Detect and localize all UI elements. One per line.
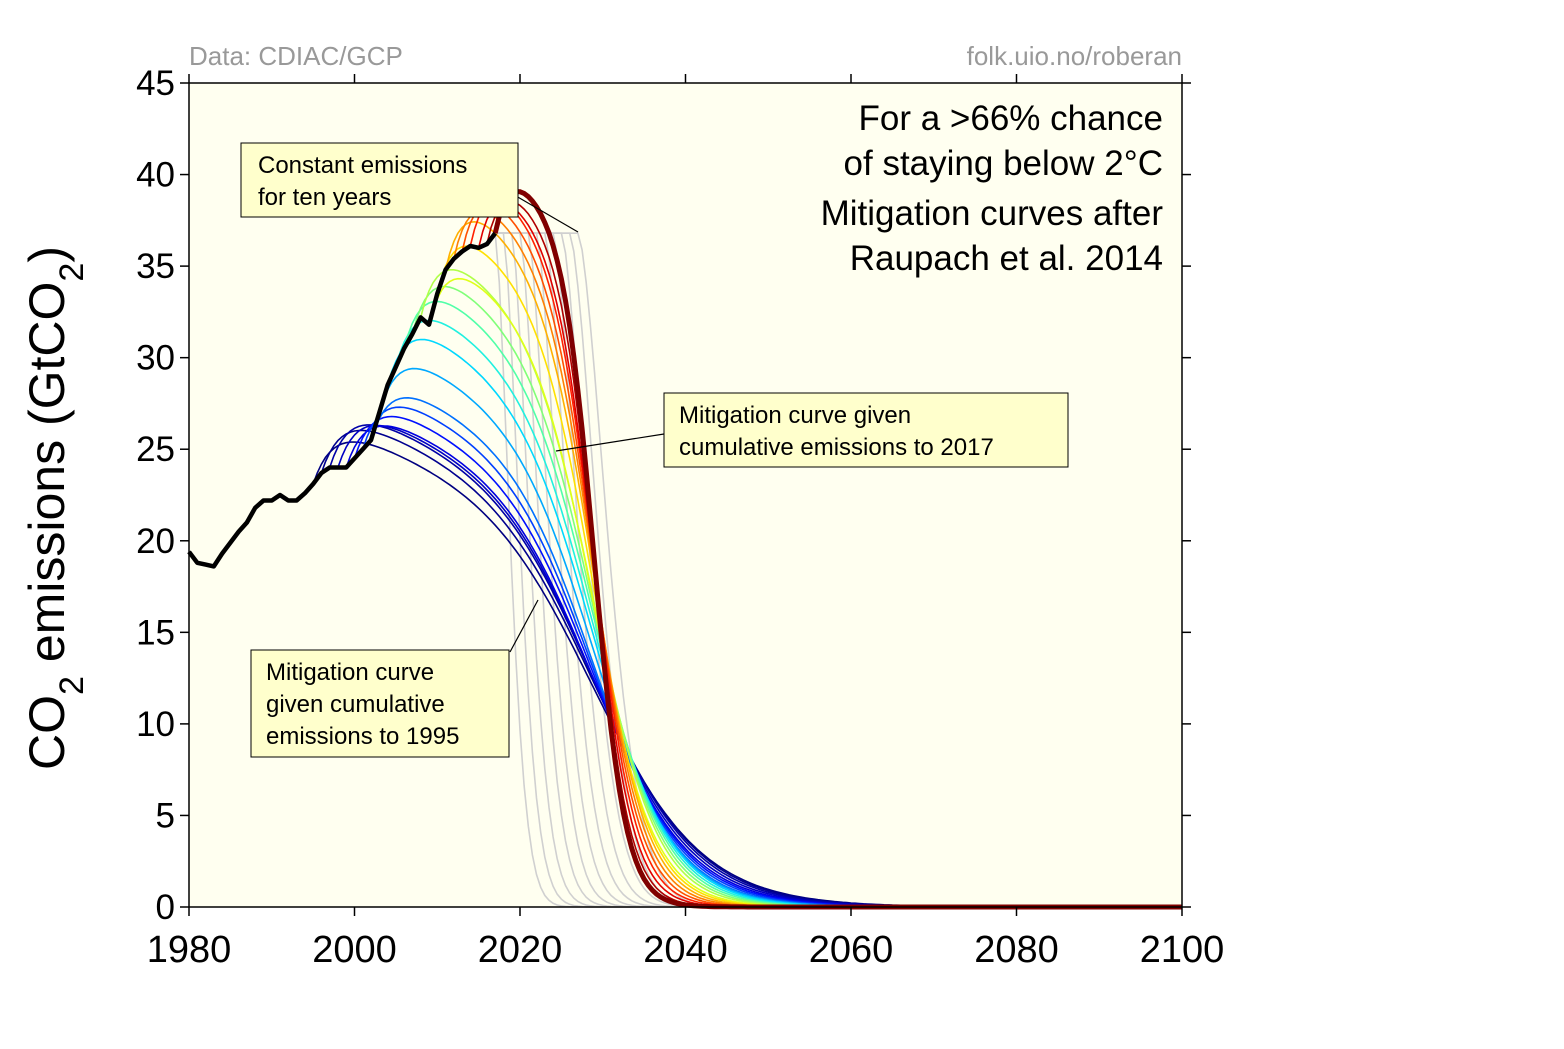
annotation-1995-line-1: Mitigation curve <box>266 659 434 686</box>
y-tick-label: 0 <box>156 888 175 927</box>
x-tick-label: 2040 <box>643 929 728 971</box>
annotation-2017-box <box>663 392 1069 468</box>
annotation-1995-line-3: emissions to 1995 <box>266 723 459 750</box>
source-left-label: Data: CDIAC/GCP <box>189 41 403 71</box>
axis-ticks: 1980 2000 2020 2040 2060 2080 2100 0 5 10 15 20 25 30… <box>136 64 1224 971</box>
annotation-2017-line-1: Mitigation curve given <box>679 402 911 429</box>
annotation-1995-box <box>250 649 510 758</box>
y-tick-label: 35 <box>136 247 175 286</box>
annotation-1995-line-2: given cumulative <box>266 691 445 718</box>
title-line-2: of staying below 2°C <box>844 144 1163 183</box>
y-tick-label: 5 <box>156 796 175 835</box>
y-tick-label: 25 <box>136 430 175 469</box>
historical-emissions-line <box>187 231 497 569</box>
annotation-2017-line-2: cumulative emissions to 2017 <box>679 434 994 461</box>
x-tick-label: 1980 <box>147 929 232 971</box>
x-tick-label: 2060 <box>809 929 894 971</box>
y-tick-label: 30 <box>136 339 175 378</box>
annotation-1995-leader <box>509 599 539 653</box>
x-tick-label: 2080 <box>974 929 1059 971</box>
x-tick-label: 2100 <box>1140 929 1225 971</box>
annotation-constant-line-1: Constant emissions <box>258 152 467 179</box>
title-line-3: Mitigation curves after <box>821 194 1164 233</box>
y-tick-label: 45 <box>136 64 175 103</box>
historical-series <box>187 231 497 569</box>
x-tick-label: 2000 <box>312 929 397 971</box>
source-right-label: folk.uio.no/roberan <box>967 41 1182 71</box>
annotation-constant-box <box>240 142 519 218</box>
annotation-2017-leader <box>555 433 665 452</box>
plot-background <box>189 83 1182 907</box>
y-tick-label: 10 <box>136 705 175 744</box>
y-axis-label: CO2 emissions (GtCO2) <box>19 246 91 770</box>
title-line-1: For a >66% chance <box>859 99 1164 138</box>
y-tick-label: 20 <box>136 522 175 561</box>
title-line-4: Raupach et al. 2014 <box>850 239 1163 278</box>
y-tick-label: 15 <box>136 613 175 652</box>
annotation-constant-line-2: for ten years <box>258 184 391 211</box>
y-tick-label: 40 <box>136 156 175 195</box>
x-tick-label: 2020 <box>478 929 563 971</box>
annotation-constant-leader <box>515 195 579 233</box>
